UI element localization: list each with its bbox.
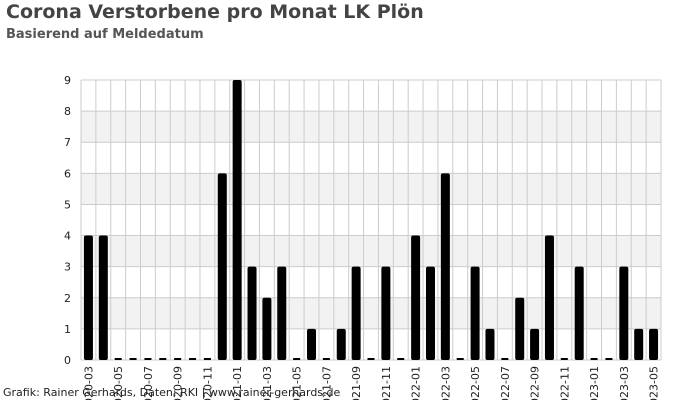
y-tick-label: 5: [64, 198, 71, 211]
x-tick-label: 2022-05: [469, 366, 482, 400]
x-tick-label: 2022-11: [558, 366, 571, 400]
y-tick-label: 2: [64, 292, 71, 305]
bar: [411, 235, 421, 360]
bar: [456, 358, 464, 360]
bar: [425, 266, 435, 360]
x-tick-label: 2023-05: [648, 366, 661, 400]
x-tick-label: 2020-11: [201, 366, 214, 400]
bar: [515, 297, 525, 360]
grid-band: [81, 111, 661, 143]
y-tick-label: 1: [64, 323, 71, 336]
x-tick-label: 2020-09: [172, 366, 185, 400]
bar: [501, 358, 509, 360]
x-tick-label: 2020-05: [112, 366, 125, 400]
bar: [203, 358, 211, 360]
bar: [544, 235, 554, 360]
bar: [351, 266, 361, 360]
bar: [189, 358, 197, 360]
x-tick-label: 2021-05: [291, 366, 304, 400]
grid-band: [81, 235, 661, 267]
bar: [129, 358, 137, 360]
bar: [530, 328, 540, 360]
chart-title: Corona Verstorbene pro Monat LK Plön: [6, 1, 424, 23]
bar: [307, 328, 317, 360]
bar: [381, 266, 391, 360]
x-tick-label: 2022-07: [499, 366, 512, 400]
bar: [114, 358, 122, 360]
x-tick-label: 2022-09: [529, 366, 542, 400]
bar: [277, 266, 287, 360]
bar: [560, 358, 568, 360]
x-tick-label: 2022-03: [439, 366, 452, 400]
x-tick-label: 2021-07: [320, 366, 333, 400]
bar: [605, 358, 613, 360]
x-tick-label: 2021-11: [380, 366, 393, 400]
bar: [590, 358, 598, 360]
x-tick-label: 2023-03: [618, 366, 631, 400]
bar: [619, 266, 629, 360]
y-tick-label: 4: [64, 230, 71, 243]
y-tick-label: 8: [64, 105, 71, 118]
bar: [159, 358, 167, 360]
bar: [336, 328, 346, 360]
bar: [470, 266, 480, 360]
y-tick-label: 3: [64, 261, 71, 274]
x-tick-label: 2023-01: [588, 366, 601, 400]
bar: [322, 358, 330, 360]
bar: [144, 358, 152, 360]
y-tick-label: 7: [64, 136, 71, 149]
bar: [262, 297, 272, 360]
bar: [174, 358, 182, 360]
bar: [485, 328, 495, 360]
x-tick-label: 2021-01: [231, 366, 244, 400]
grid-band: [81, 297, 661, 329]
x-tick-label: 2021-09: [350, 366, 363, 400]
bar: [217, 173, 227, 360]
bar: [397, 358, 405, 360]
x-tick-label: 2020-03: [82, 366, 95, 400]
bar: [634, 328, 644, 360]
bar: [293, 358, 301, 360]
x-tick-label: 2020-07: [142, 366, 155, 400]
bar: [247, 266, 257, 360]
bar: [649, 328, 659, 360]
bar: [98, 235, 108, 360]
x-tick-label: 2021-03: [261, 366, 274, 400]
y-tick-label: 0: [64, 354, 71, 367]
bar: [574, 266, 584, 360]
bar: [83, 235, 93, 360]
grid-band: [81, 173, 661, 205]
bar: [232, 80, 242, 360]
y-tick-label: 6: [64, 167, 71, 180]
chart-subtitle: Basierend auf Meldedatum: [6, 27, 204, 42]
chart-credit: Grafik: Rainer Gerhards, Daten: RKI | ww…: [3, 386, 341, 399]
y-tick-label: 9: [64, 74, 71, 87]
x-tick-label: 2022-01: [410, 366, 423, 400]
bar: [367, 358, 375, 360]
bar: [440, 173, 450, 360]
